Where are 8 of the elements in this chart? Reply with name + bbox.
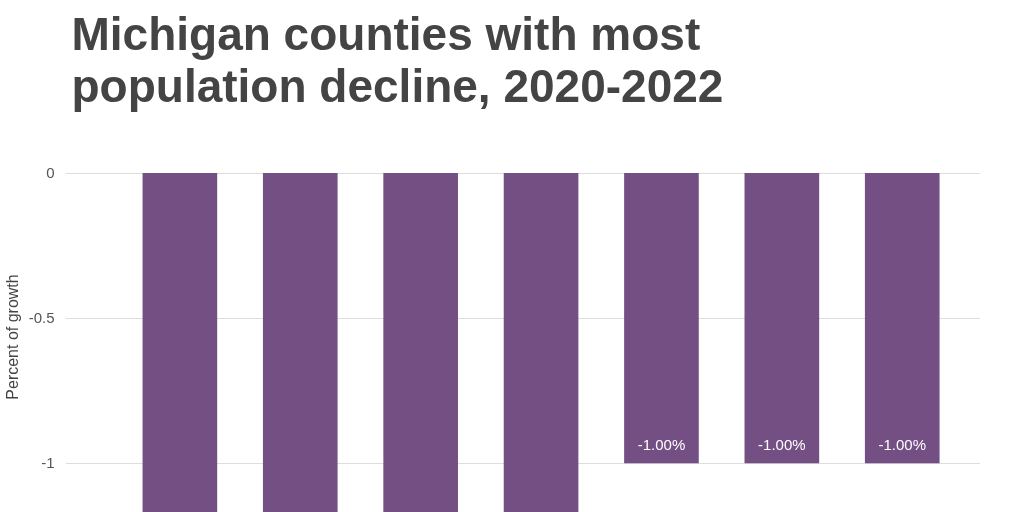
y-tick-label: -0.5 (28, 309, 55, 327)
data-label: -1.00% (878, 436, 927, 454)
data-label: -1.00% (758, 436, 806, 454)
data-label: -1.00% (637, 436, 686, 454)
chart-title: Michigan counties with most population decline, 2020-2022 (71, 7, 724, 112)
y-tick-label: 0 (46, 164, 55, 182)
y-tick-label: -1 (41, 454, 55, 472)
y-axis-title: Percent of growth (3, 274, 21, 400)
